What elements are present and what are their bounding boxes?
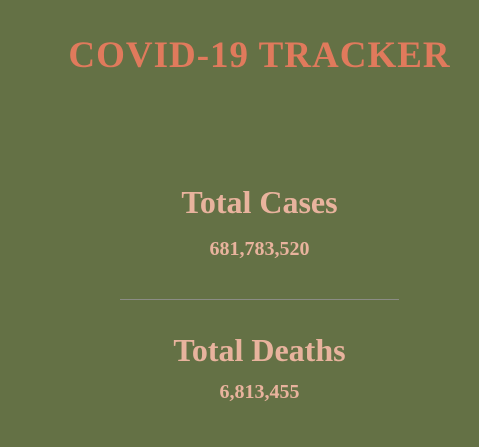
total-cases-label: Total Cases <box>181 184 338 220</box>
total-cases-value: 681,783,520 <box>209 238 310 260</box>
total-cases-card: Total Cases 681,783,520 <box>0 183 479 261</box>
total-deaths-label: Total Deaths <box>173 332 346 368</box>
page-title: COVID-19 TRACKER <box>68 35 451 76</box>
total-deaths-value: 6,813,455 <box>219 381 300 403</box>
stats-divider <box>120 299 399 300</box>
total-deaths-card: Total Deaths 6,813,455 <box>0 331 479 404</box>
